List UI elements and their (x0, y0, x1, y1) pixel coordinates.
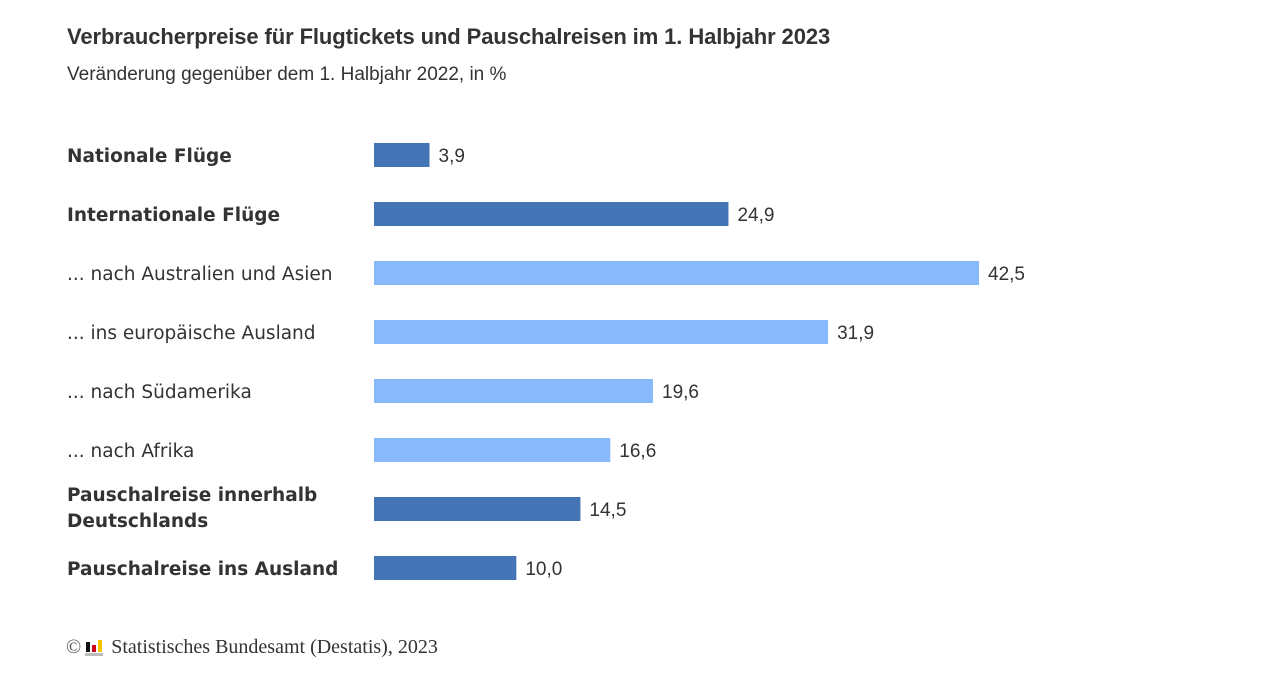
bar (374, 379, 654, 403)
bar-group: Pauschalreise innerhalb Deutschlands 14,5 (67, 485, 626, 532)
bar (374, 143, 430, 167)
category-label: Nationale Flüge (67, 146, 232, 167)
destatis-logo-icon (85, 639, 104, 656)
value-label: 31,9 (837, 323, 874, 344)
value-label: 19,6 (662, 382, 699, 403)
copyright-symbol: © (66, 636, 82, 658)
value-label: 10,0 (525, 559, 562, 580)
bar-group: Nationale Flüge 3,9 (67, 143, 465, 167)
value-label: 24,9 (737, 205, 774, 226)
category-label: ... nach Südamerika (67, 382, 252, 403)
value-label: 16,6 (619, 441, 656, 462)
bar-group: ... ins europäische Ausland 31,9 (67, 320, 874, 344)
bar-group: Internationale Flüge 24,9 (67, 202, 774, 226)
value-label: 42,5 (988, 264, 1025, 285)
category-label: ... nach Afrika (67, 441, 194, 462)
value-label: 14,5 (589, 500, 626, 521)
category-label: ... ins europäische Ausland (67, 323, 316, 344)
category-label: Pauschalreise ins Ausland (67, 559, 338, 580)
bar (374, 261, 979, 285)
chart-title: Verbraucherpreise für Flugtickets und Pa… (67, 24, 831, 49)
bar (374, 556, 517, 580)
category-label: ... nach Australien und Asien (67, 264, 332, 285)
category-label: Internationale Flüge (67, 205, 280, 226)
bar (374, 202, 729, 226)
bar-group: ... nach Südamerika 19,6 (67, 379, 699, 403)
bar-group: ... nach Australien und Asien 42,5 (67, 261, 1025, 285)
bar (374, 320, 829, 344)
chart-subtitle: Veränderung gegenüber dem 1. Halbjahr 20… (67, 64, 507, 85)
source-note: © Statistisches Bundesamt (Destatis), 20… (66, 636, 438, 659)
bar-group: ... nach Afrika 16,6 (67, 438, 656, 462)
bar (374, 497, 581, 521)
category-label: Pauschalreise innerhalb Deutschlands (67, 485, 317, 532)
bar (374, 438, 611, 462)
source-text: Statistisches Bundesamt (Destatis), 2023 (111, 636, 438, 658)
bar-group: Pauschalreise ins Ausland 10,0 (67, 556, 562, 580)
value-label: 3,9 (439, 146, 465, 167)
